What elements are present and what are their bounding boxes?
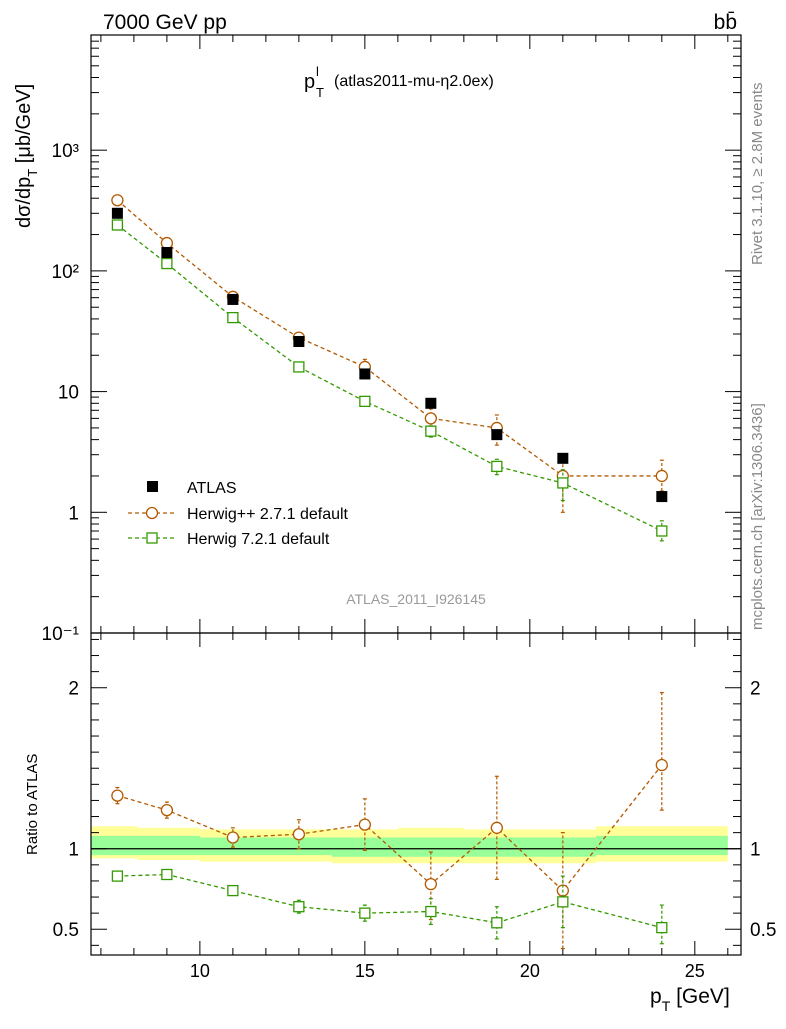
ratio-point-herwig-7-2-1-default — [425, 905, 437, 918]
ratio-point-herwig-2-7-1-default — [111, 789, 124, 802]
x-tick-label: 15 — [355, 961, 375, 981]
ratio-y-tick-label-right: 0.5 — [750, 920, 776, 941]
ratio-point-herwig-2-7-1-default — [655, 758, 668, 772]
svg-text:pT [GeV]: pT [GeV] — [650, 985, 730, 1014]
main-point-atlas — [359, 368, 371, 380]
main-series-atlas — [111, 207, 668, 503]
ratio-point-herwig-7-2-1-default — [359, 907, 371, 919]
ratio-point-herwig-2-7-1-default — [292, 828, 306, 841]
main-point-atlas — [425, 397, 437, 409]
main-point-atlas — [161, 247, 173, 259]
main-line-herwig-2-7-1-default — [116, 199, 662, 477]
legend-entry-atlas: ATLAS — [147, 480, 237, 497]
ratio-band-1 — [91, 835, 728, 857]
svg-text:dσ/dpT [μb/GeV]: dσ/dpT [μb/GeV] — [13, 84, 40, 228]
main-point-herwig-7-2-1-default — [111, 219, 124, 231]
main-point-herwig-2-7-1-default — [655, 469, 668, 483]
ratio-y-tick-label: 1 — [68, 840, 79, 861]
ratio-panel-frame — [90, 632, 742, 956]
series-layer — [111, 194, 668, 950]
legend-label-herwig7: Herwig 7.2.1 default — [187, 531, 330, 548]
legend-label-herwigpp: Herwig++ 2.7.1 default — [187, 506, 349, 523]
ratio-point-herwig-2-7-1-default — [226, 831, 240, 844]
ratio-y-tick-label-right: 1 — [750, 840, 761, 861]
y-tick-label: 10² — [52, 262, 79, 283]
main-point-herwig-2-7-1-default — [424, 412, 437, 425]
legend-marker-herwig7 — [146, 532, 158, 544]
ratio-point-herwig-7-2-1-default — [111, 870, 124, 882]
main-y-axis-title: dσ/dpT [μb/GeV] — [13, 84, 40, 228]
main-point-herwig-2-7-1-default — [111, 194, 124, 207]
ratio-y-axis-title: Ratio to ATLAS — [24, 754, 41, 855]
analysis-id-label: ATLAS_2011_I926145 — [346, 591, 486, 607]
main-point-atlas — [491, 429, 503, 441]
main-point-herwig-7-2-1-default — [656, 525, 668, 537]
main-point-atlas — [293, 336, 305, 348]
y-tick-label: 10⁻¹ — [42, 624, 80, 645]
y-tick-label: 1 — [68, 503, 79, 524]
ratio-point-herwig-7-2-1-default — [161, 868, 173, 881]
main-point-atlas — [557, 452, 569, 464]
plot-title: p l T (atlas2011-mu-η2.0ex) — [304, 64, 494, 100]
legend: ATLAS Herwig++ 2.7.1 default Herwig 7.2.… — [128, 480, 349, 548]
main-series-herwig-7-2-1-default — [111, 219, 668, 542]
plot-title-sub: T — [316, 85, 324, 100]
legend-entry-herwig7: Herwig 7.2.1 default — [128, 531, 330, 548]
ratio-point-herwig-2-7-1-default — [358, 818, 372, 831]
ratio-point-herwig-7-2-1-default — [656, 921, 668, 934]
x-axis-title: pT [GeV] — [650, 985, 730, 1014]
ratio-point-herwig-7-2-1-default — [557, 896, 569, 908]
x-tick-label: 20 — [520, 961, 540, 981]
ratio-line-herwig-7-2-1-default — [117, 873, 662, 929]
legend-marker-atlas — [147, 481, 158, 492]
ratio-point-herwig-7-2-1-default — [293, 901, 305, 913]
main-point-herwig-7-2-1-default — [227, 311, 239, 324]
main-point-atlas — [111, 207, 123, 219]
process-label: bb̄ — [714, 11, 737, 34]
ratio-point-herwig-2-7-1-default — [490, 821, 503, 834]
rivet-version-label: Rivet 3.1.10, ≥ 2.8M events — [749, 83, 766, 266]
main-point-herwig-7-2-1-default — [161, 257, 173, 270]
legend-marker-herwigpp — [145, 506, 159, 520]
y-tick-label: 10³ — [52, 141, 79, 162]
mcplots-source-label: mcplots.cern.ch [arXiv:1306.3436] — [749, 403, 766, 630]
main-point-herwig-2-7-1-default — [160, 236, 174, 250]
ratio-point-herwig-2-7-1-default — [160, 803, 174, 817]
main-series-herwig-2-7-1-default — [111, 194, 668, 513]
main-point-atlas — [656, 491, 668, 503]
ratio-point-herwig-7-2-1-default — [491, 917, 503, 929]
main-point-atlas — [227, 293, 239, 305]
ratio-point-herwig-7-2-1-default — [227, 884, 239, 897]
y-tick-label: 10 — [58, 383, 79, 404]
ratio-y-tick-label: 2 — [68, 679, 79, 700]
ratio-series-herwig-7-2-1-default — [111, 868, 668, 945]
plot-title-main: p — [304, 71, 315, 93]
main-point-herwig-7-2-1-default — [359, 395, 371, 408]
ratio-y-tick-label: 0.5 — [53, 920, 79, 941]
ratio-uncertainty-bands — [91, 826, 741, 864]
main-point-herwig-7-2-1-default — [557, 477, 569, 489]
plot-title-sup: l — [316, 64, 319, 79]
main-point-herwig-7-2-1-default — [293, 361, 305, 373]
x-tick-label: 10 — [190, 961, 210, 981]
ratio-point-herwig-2-7-1-default — [424, 878, 437, 891]
energy-label: 7000 GeV pp — [103, 11, 227, 34]
x-tick-label: 25 — [685, 961, 705, 981]
ratio-y-tick-label-right: 2 — [750, 679, 761, 700]
main-point-herwig-7-2-1-default — [491, 460, 503, 473]
main-point-herwig-7-2-1-default — [425, 425, 437, 437]
plot-title-extra: (atlas2011-mu-η2.0ex) — [334, 73, 494, 90]
legend-label-atlas: ATLAS — [187, 480, 237, 497]
legend-entry-herwigpp: Herwig++ 2.7.1 default — [128, 506, 349, 523]
ratio-series-herwig-2-7-1-default — [111, 691, 668, 950]
